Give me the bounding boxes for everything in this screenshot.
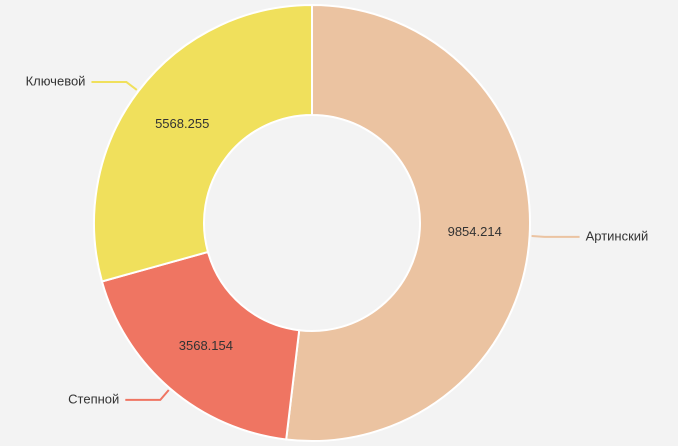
slice bbox=[285, 3, 531, 442]
value-label: 3568.154 bbox=[179, 338, 233, 353]
category-label: Артинский bbox=[586, 228, 649, 243]
value-label: 9854.214 bbox=[448, 224, 502, 239]
value-label: 5568.255 bbox=[155, 116, 209, 131]
category-label: Ключевой bbox=[26, 73, 86, 88]
slice bbox=[100, 250, 301, 441]
slice bbox=[93, 3, 313, 283]
category-label: Степной bbox=[68, 391, 119, 406]
leader-line bbox=[125, 389, 170, 401]
leader-line bbox=[91, 81, 138, 91]
leader-line bbox=[531, 235, 580, 238]
